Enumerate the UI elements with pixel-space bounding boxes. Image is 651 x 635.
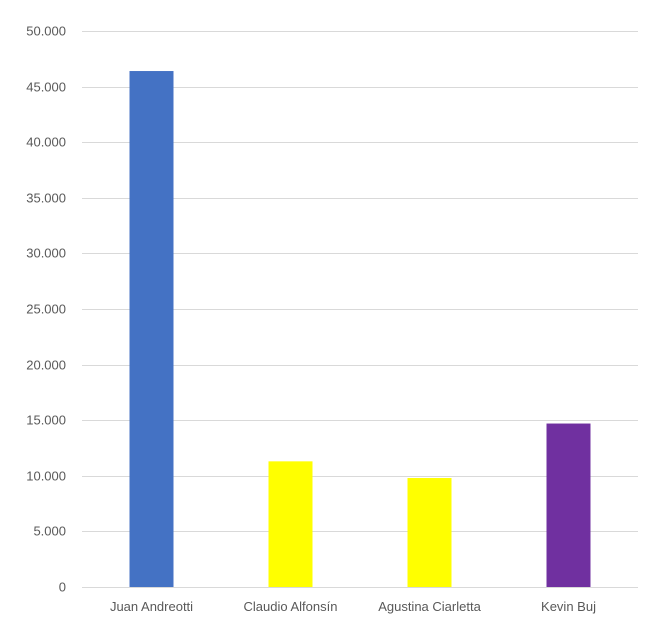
x-category-label: Kevin Buj xyxy=(541,599,596,614)
y-tick-label: 10.000 xyxy=(26,469,66,484)
x-category-label: Agustina Ciarletta xyxy=(378,599,481,614)
y-tick-label: 5.000 xyxy=(33,524,66,539)
y-tick-label: 30.000 xyxy=(26,246,66,261)
y-tick-label: 35.000 xyxy=(26,191,66,206)
y-tick-label: 25.000 xyxy=(26,302,66,317)
y-tick-label: 20.000 xyxy=(26,358,66,373)
y-tick-label: 40.000 xyxy=(26,135,66,150)
x-category-label: Juan Andreotti xyxy=(110,599,193,614)
gridlines xyxy=(82,31,638,532)
bar xyxy=(407,478,452,587)
x-category-label: Claudio Alfonsín xyxy=(244,599,338,614)
y-tick-label: 15.000 xyxy=(26,413,66,428)
y-tick-label: 45.000 xyxy=(26,80,66,95)
bars xyxy=(129,71,591,588)
x-axis-category-labels: Juan Andreotti Claudio Alfonsín Agustina C… xyxy=(110,599,596,614)
bar xyxy=(268,461,313,587)
bar xyxy=(546,423,591,587)
y-tick-label: 50.000 xyxy=(26,24,66,39)
y-tick-label: 0 xyxy=(59,580,66,595)
y-axis-tick-labels: 0 5.000 10.000 15.000 20.000 25.000 30.000 35.0… xyxy=(26,24,66,595)
bar xyxy=(129,71,174,588)
